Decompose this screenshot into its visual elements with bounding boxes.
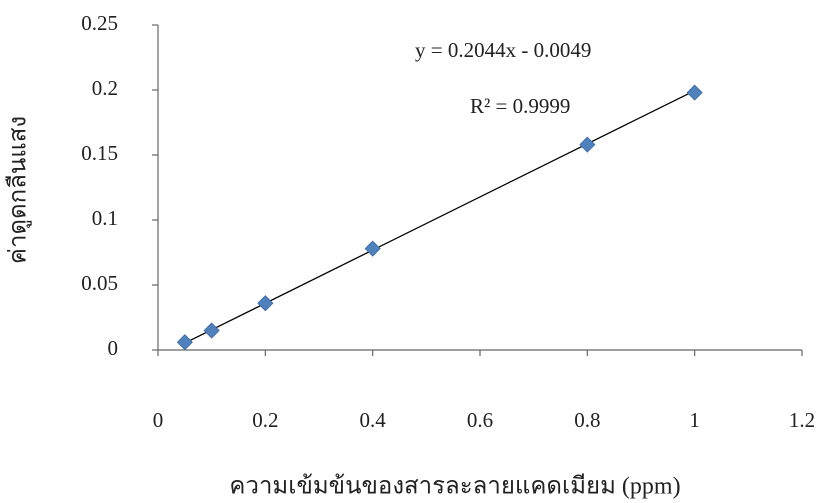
- y-tick-label: 0.05: [81, 271, 118, 295]
- y-tick-label: 0.2: [92, 76, 118, 100]
- data-point: [364, 240, 381, 257]
- data-point: [257, 295, 274, 312]
- x-tick-label: 0.6: [467, 408, 493, 432]
- y-tick-label: 0.1: [92, 206, 118, 230]
- data-point: [176, 334, 193, 351]
- y-tick-label: 0.25: [81, 11, 118, 35]
- x-tick-label: 0.4: [360, 408, 387, 432]
- data-point: [203, 322, 220, 339]
- x-axis-title: ความเข้มข้นของสารละลายแคดเมียม (ppm): [229, 473, 680, 500]
- y-axis-title: ค่าดูดกลืนแสง: [5, 116, 33, 264]
- x-tick-label: 0: [153, 408, 164, 432]
- r-squared-annotation: R² = 0.9999: [470, 94, 570, 118]
- y-tick-label: 0.15: [81, 141, 118, 165]
- data-point: [579, 136, 596, 153]
- y-tick-label: 0: [108, 336, 119, 360]
- x-tick-label: 1.2: [789, 408, 815, 432]
- equation-annotation: y = 0.2044x - 0.0049: [415, 38, 591, 62]
- x-tick-label: 1: [689, 408, 700, 432]
- x-tick-label: 0.2: [252, 408, 278, 432]
- x-tick-label: 0.8: [574, 408, 600, 432]
- data-point: [686, 84, 703, 101]
